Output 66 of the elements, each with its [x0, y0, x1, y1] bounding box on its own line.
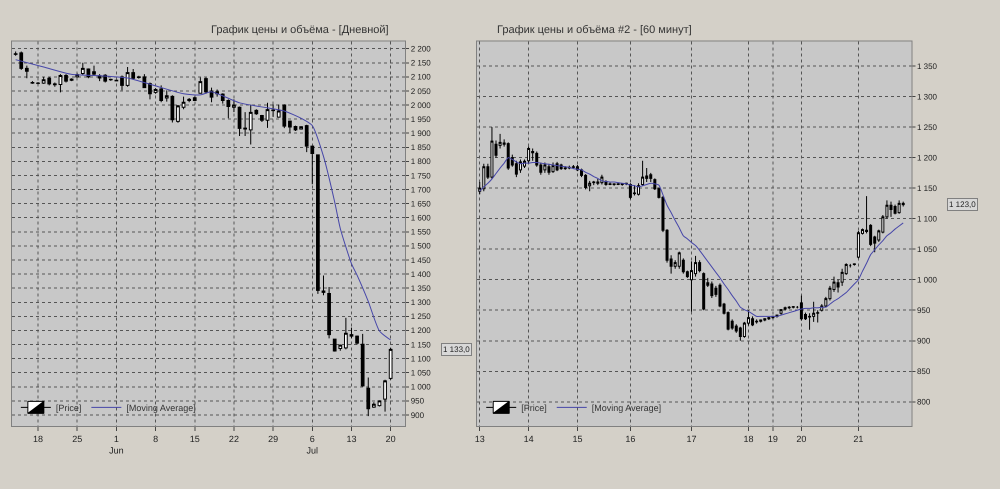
y-tick-label: 1 250 — [916, 122, 938, 132]
y-tick-label: 1 100 — [410, 354, 432, 364]
y-tick-label: 850 — [916, 367, 931, 376]
x-tick-label: 16 — [625, 434, 636, 444]
legend-label: [Moving Average] — [592, 402, 662, 413]
x-tick-label: 21 — [853, 434, 864, 444]
x-tick-label: 19 — [768, 434, 778, 444]
text: 1 123,0 — [949, 200, 976, 209]
y-tick-label: 2 050 — [410, 86, 432, 96]
legend-label: [Moving Average] — [126, 402, 196, 413]
y-tick-label: 1 350 — [916, 62, 938, 71]
chart-title: График цены и объёма #2 - [60 минут] — [497, 24, 692, 36]
y-tick-label: 1 700 — [410, 185, 432, 194]
y-tick-label: 1 800 — [410, 157, 432, 166]
y-tick-label: 1 600 — [410, 214, 432, 223]
y-tick-label: 1 000 — [410, 382, 432, 392]
y-tick-label: 1 650 — [410, 199, 432, 208]
x-tick-label: 25 — [72, 434, 82, 444]
y-tick-label: 1 450 — [410, 256, 432, 265]
y-tick-label: 800 — [916, 398, 931, 407]
x-tick-label: 8 — [153, 434, 158, 444]
y-tick-label: 1 200 — [916, 153, 938, 162]
y-tick-label: 1 150 — [410, 340, 432, 350]
chart-title: График цены и объёма - [Дневной] — [211, 24, 389, 36]
y-tick-label: 900 — [410, 410, 425, 420]
y-tick-label: 1 050 — [410, 368, 432, 378]
y-tick-label: 1 500 — [410, 242, 432, 251]
y-tick-label: 1 550 — [410, 228, 432, 237]
y-tick-label: 1 000 — [916, 276, 938, 285]
y-tick-label: 1 250 — [410, 312, 432, 322]
x-tick-label: 6 Jul — [306, 434, 318, 456]
x-tick-label: 20 — [796, 434, 806, 444]
y-tick-label: 1 750 — [410, 171, 432, 180]
y-tick-label: 2 100 — [410, 72, 432, 82]
x-tick-label: 18 — [33, 434, 44, 444]
y-tick-label: 1 350 — [410, 284, 432, 293]
y-tick-label: 1 850 — [410, 143, 432, 152]
y-tick-label: 950 — [410, 396, 425, 406]
legend-label: [Price] — [521, 402, 547, 413]
y-tick-label: 1 050 — [916, 245, 938, 254]
y-tick-label: 950 — [916, 306, 931, 316]
y-tick-label: 1 300 — [916, 92, 938, 102]
y-tick-label: 2 200 — [410, 44, 432, 54]
x-tick-label: 14 — [524, 434, 534, 444]
text: 1 133,0 — [443, 345, 470, 354]
x-tick-label: 18 — [743, 434, 754, 444]
y-tick-label: 1 400 — [410, 270, 432, 279]
legend-label: [Price] — [56, 402, 82, 413]
x-tick-label: 15 — [190, 434, 200, 444]
y-tick-label: 1 100 — [916, 214, 938, 224]
x-tick-label: 1 Jun — [109, 434, 124, 456]
x-tick-label: 17 — [686, 434, 696, 444]
y-tick-label: 1 900 — [410, 129, 432, 138]
x-tick-label: 29 — [268, 434, 278, 444]
y-tick-label: 1 200 — [410, 326, 432, 336]
x-tick-label: 13 — [474, 434, 485, 444]
y-tick-label: 2 150 — [410, 58, 432, 68]
y-tick-label: 1 300 — [410, 298, 432, 308]
x-tick-label: 20 — [386, 434, 396, 444]
x-tick-label: 15 — [572, 434, 582, 444]
y-tick-label: 900 — [916, 336, 931, 346]
y-tick-label: 1 950 — [410, 114, 432, 124]
x-tick-label: 22 — [228, 434, 239, 444]
x-tick-label: 13 — [346, 434, 356, 444]
y-tick-label: 1 150 — [916, 184, 938, 193]
y-tick-label: 2 000 — [410, 100, 432, 110]
